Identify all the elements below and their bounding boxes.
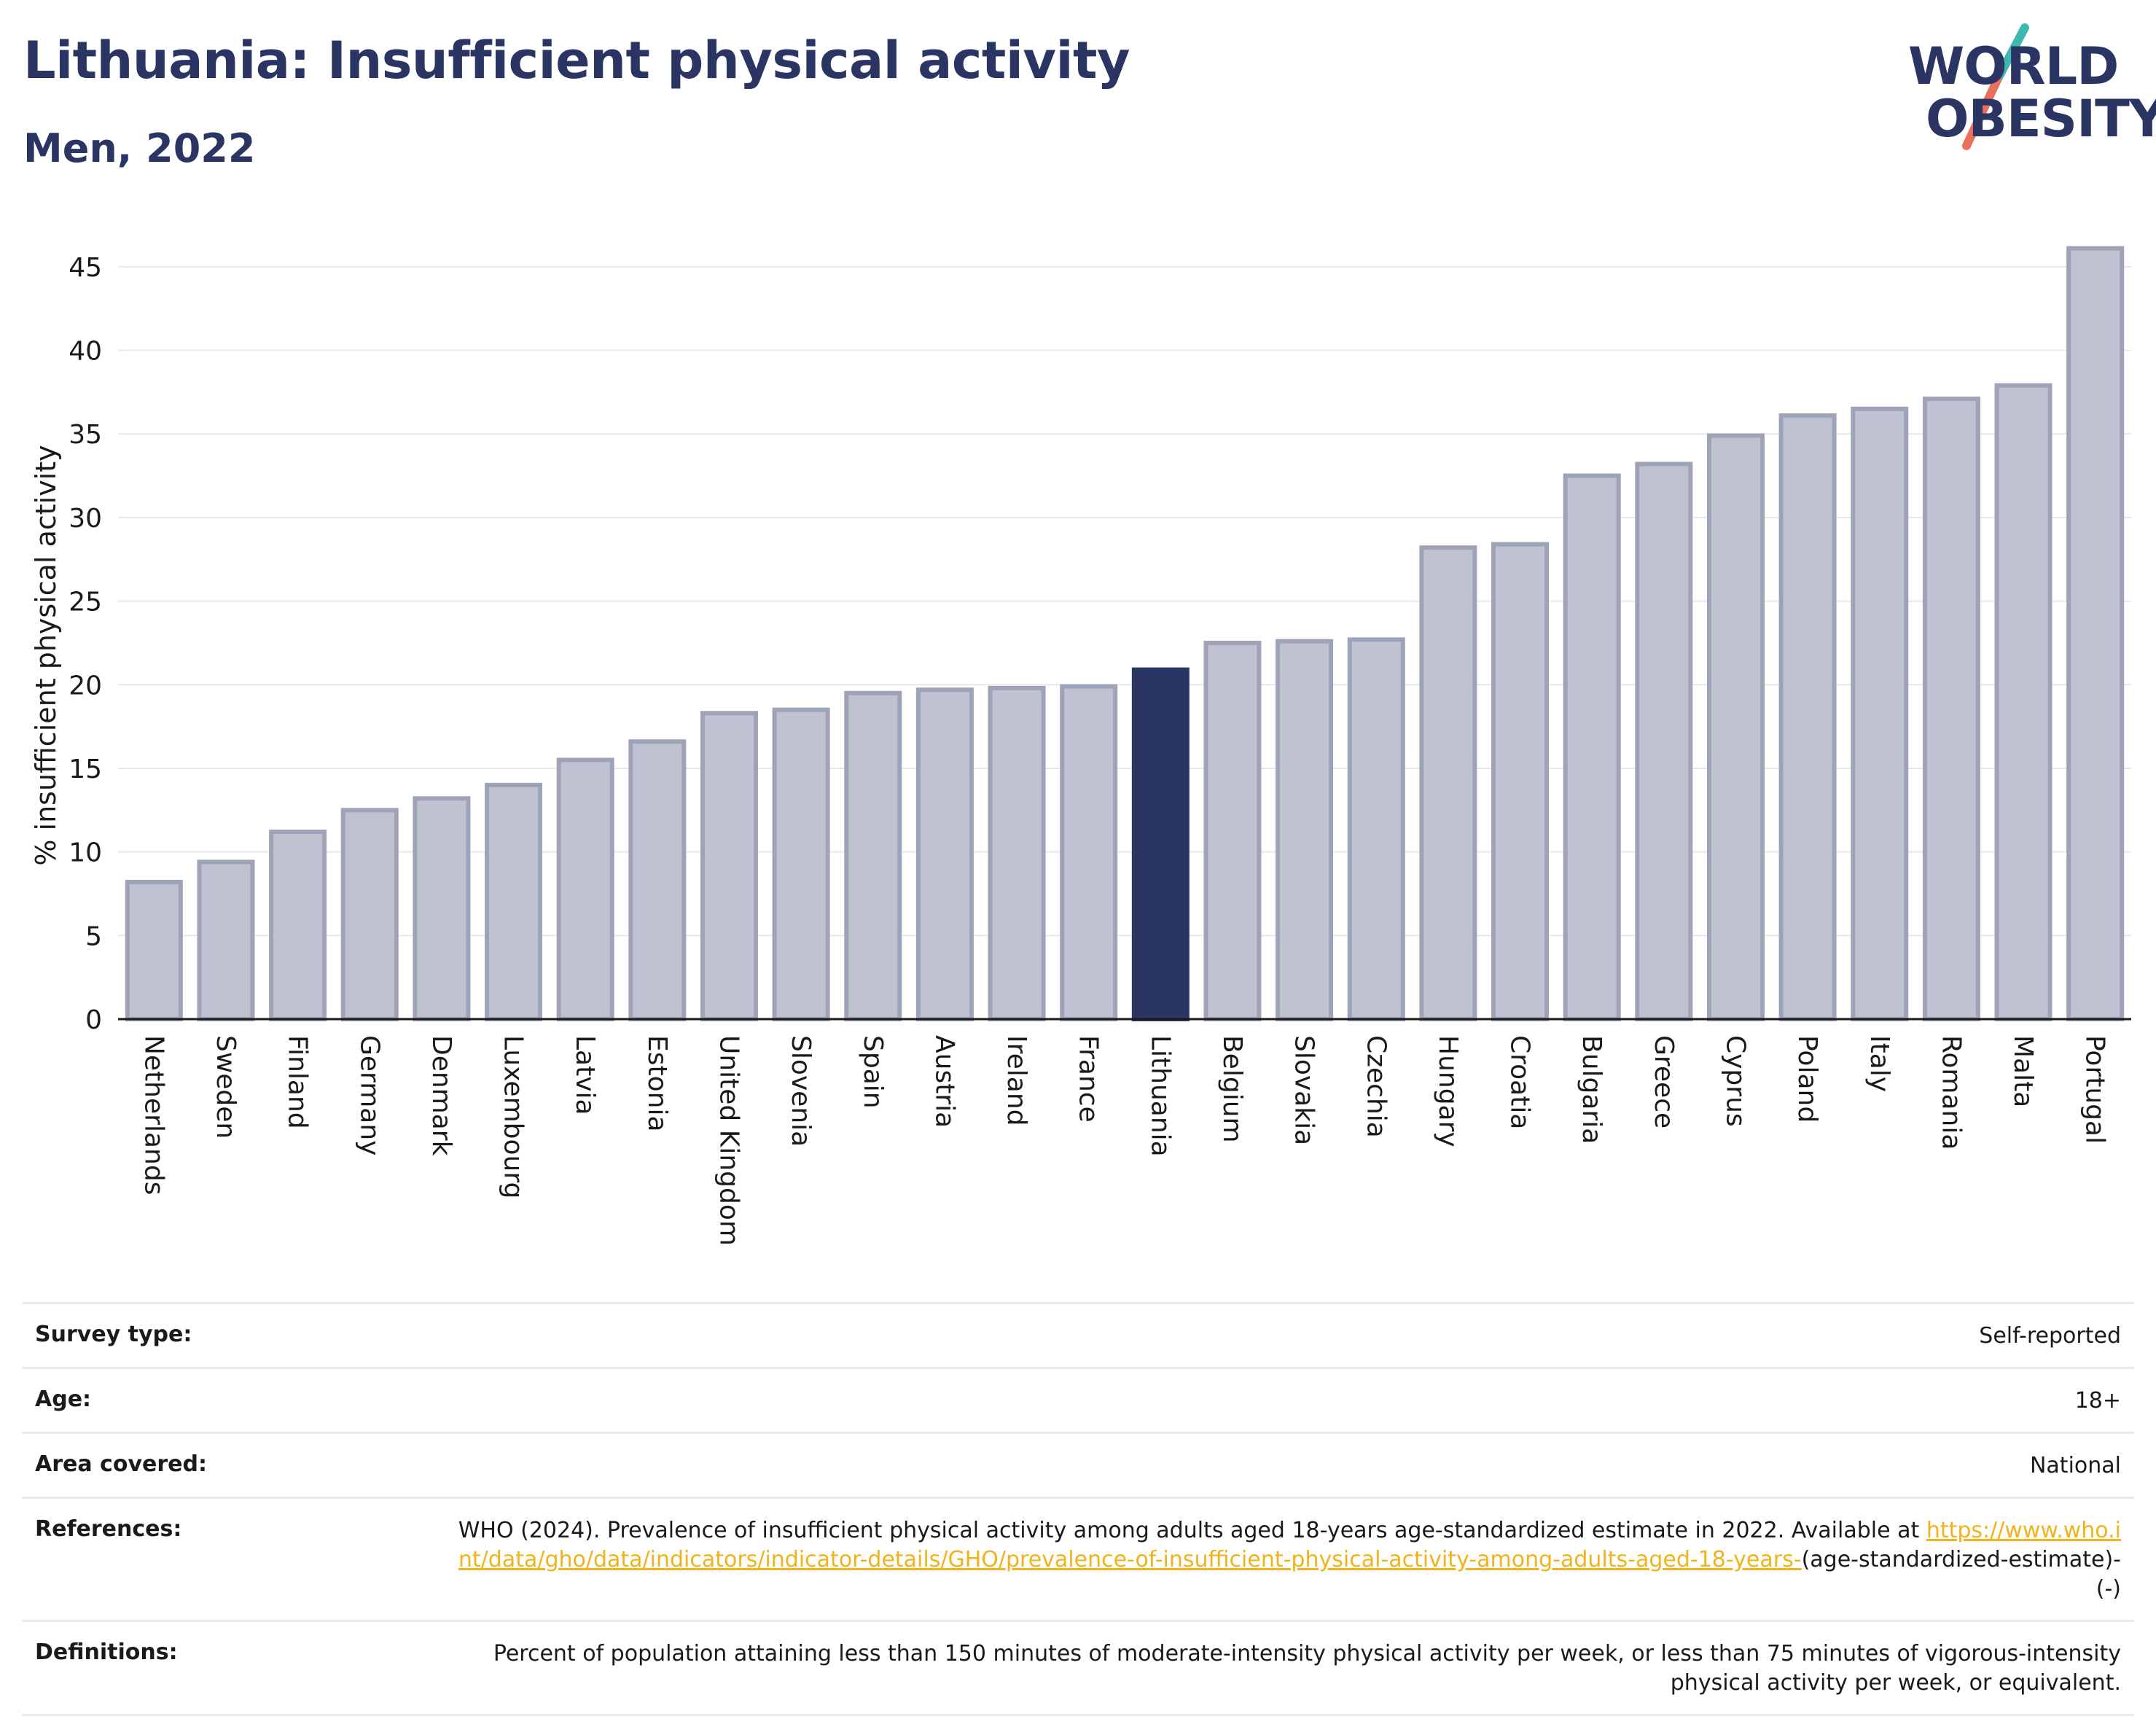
bar-latvia — [556, 757, 614, 1022]
info-row-definitions: Definitions: Percent of population attai… — [22, 1620, 2134, 1716]
y-tick-label: 15 — [69, 755, 102, 784]
bar-luxembourg — [485, 782, 543, 1021]
x-tick-label: Austria — [929, 1035, 959, 1128]
x-tick-label: Italy — [1864, 1035, 1894, 1092]
bars — [125, 246, 2125, 1022]
references-value: WHO (2024). Prevalence of insufficient p… — [445, 1516, 2121, 1604]
y-tick-label: 25 — [69, 588, 102, 617]
y-tick-label: 45 — [69, 253, 102, 283]
definitions-value: Percent of population attaining less tha… — [493, 1641, 2121, 1696]
x-tick-label: Germany — [354, 1035, 384, 1155]
bar-croatia — [1491, 542, 1550, 1021]
world-obesity-logo[interactable]: WORLD OBESITY — [1895, 22, 2156, 153]
info-row-age: Age: 18+ — [22, 1367, 2134, 1432]
x-tick-label: Czechia — [1361, 1035, 1391, 1138]
bar-cyprus — [1706, 433, 1765, 1021]
bar-slovenia — [772, 707, 830, 1021]
logo-line-2: OBESITY — [1926, 89, 2156, 149]
y-tick-label: 30 — [69, 504, 102, 534]
x-tick-label: Slovakia — [1289, 1035, 1319, 1145]
bar-czechia — [1347, 637, 1405, 1021]
references-suffix: (age-standardized-estimate)-(-) — [1801, 1547, 2121, 1602]
x-tick-label: Bulgaria — [1577, 1035, 1606, 1144]
axes: 0 5 10 15 20 25 30 35 40 45 Netherlands Sweden Finla… — [69, 253, 2131, 1246]
bar-spain — [844, 690, 902, 1021]
x-tick-label: France — [1074, 1035, 1104, 1123]
x-tick-label: Netherlands — [138, 1035, 168, 1195]
x-tick-label: Latvia — [570, 1035, 600, 1115]
x-tick-label: Malta — [2008, 1035, 2038, 1107]
info-table: Survey type: Self-reported Age: 18+ Area… — [22, 1302, 2134, 1716]
area-covered-label: Area covered: — [35, 1451, 207, 1477]
x-tick-label: Ireland — [1001, 1035, 1031, 1126]
references-label: References: — [35, 1516, 182, 1542]
bar-ireland — [988, 685, 1046, 1021]
info-row-area: Area covered: National — [22, 1432, 2134, 1497]
bar-greece — [1635, 461, 1693, 1021]
x-tick-label: Poland — [1792, 1035, 1822, 1123]
bar-netherlands — [125, 879, 183, 1021]
x-tick-label: Finland — [283, 1035, 313, 1129]
y-tick-label: 0 — [85, 1005, 102, 1035]
page-subtitle: Men, 2022 — [23, 125, 256, 171]
bar-sweden — [197, 859, 255, 1022]
bar-poland — [1778, 413, 1837, 1021]
x-tick-label: Estonia — [642, 1035, 672, 1132]
x-tick-label: Lithuania — [1145, 1035, 1175, 1157]
y-axis-label: % insufficient physical activity — [30, 445, 62, 865]
definitions-label: Definitions: — [35, 1640, 178, 1665]
x-tick-label: Denmark — [426, 1035, 456, 1156]
age-value: 18+ — [2074, 1388, 2121, 1414]
bar-malta — [1994, 383, 2053, 1021]
logo-line-1: WORLD — [1908, 36, 2119, 96]
x-tick-label: Hungary — [1433, 1035, 1463, 1147]
x-tick-label: Romania — [1936, 1035, 1966, 1150]
bar-italy — [1851, 406, 1909, 1021]
bar-germany — [340, 808, 399, 1021]
bar-france — [1060, 684, 1118, 1021]
bar-estonia — [628, 739, 687, 1021]
y-tick-label: 20 — [69, 671, 102, 701]
references-link[interactable]: https://www.who.int/data/gho/data/indica… — [458, 1518, 2121, 1572]
y-tick-label: 40 — [69, 337, 102, 367]
bar-denmark — [413, 796, 471, 1021]
y-tick-label: 10 — [69, 838, 102, 868]
bar-bulgaria — [1563, 473, 1621, 1021]
x-tick-label: Luxembourg — [499, 1035, 528, 1198]
survey-type-value: Self-reported — [1979, 1323, 2121, 1349]
info-row-references: References: WHO (2024). Prevalence of in… — [22, 1497, 2134, 1620]
x-tick-label: Slovenia — [786, 1035, 816, 1147]
logo-slash-icon — [1962, 23, 2029, 150]
x-tick-label: Sweden — [211, 1035, 241, 1139]
bar-united-kingdom — [700, 711, 758, 1021]
bar-hungary — [1419, 545, 1477, 1021]
bar-lithuania — [1131, 667, 1190, 1021]
x-tick-label: Portugal — [2080, 1035, 2110, 1144]
x-tick-label: Croatia — [1505, 1035, 1535, 1129]
references-text: WHO (2024). Prevalence of insufficient p… — [458, 1518, 1920, 1543]
bar-chart: 0 5 10 15 20 25 30 35 40 45 Netherlands Sweden Finla… — [30, 246, 2131, 1246]
area-covered-value: National — [2029, 1453, 2121, 1478]
x-tick-label: United Kingdom — [714, 1035, 743, 1246]
y-tick-label: 5 — [85, 921, 102, 951]
x-tick-label: Belgium — [1217, 1035, 1247, 1143]
bar-romania — [1922, 397, 1980, 1021]
x-tick-label: Spain — [858, 1035, 888, 1109]
bar-slovakia — [1276, 639, 1334, 1021]
bar-belgium — [1203, 640, 1262, 1021]
survey-type-label: Survey type: — [35, 1322, 192, 1347]
bar-austria — [915, 687, 974, 1022]
age-label: Age: — [35, 1387, 92, 1412]
page-title: Lithuania: Insufficient physical activit… — [23, 31, 1130, 90]
info-row-survey: Survey type: Self-reported — [22, 1302, 2134, 1367]
x-tick-label: Greece — [1649, 1035, 1679, 1128]
bar-finland — [269, 830, 327, 1021]
y-tick-label: 35 — [69, 420, 102, 450]
bar-portugal — [2066, 246, 2125, 1021]
x-tick-label: Cyprus — [1720, 1035, 1750, 1127]
